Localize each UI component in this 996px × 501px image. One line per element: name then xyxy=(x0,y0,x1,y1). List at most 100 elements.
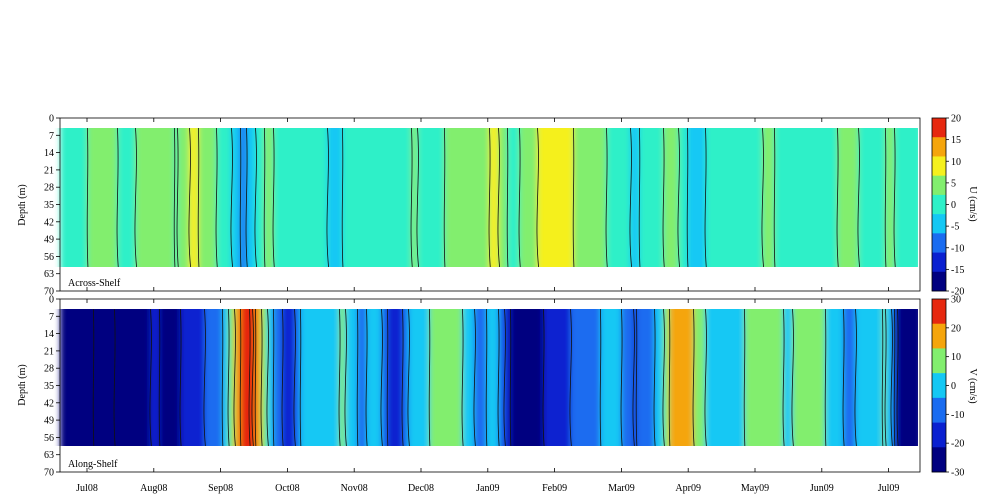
field-slice xyxy=(246,128,250,267)
x-tick-label: Apr09 xyxy=(675,483,701,494)
field-slice xyxy=(579,309,583,446)
field-slice xyxy=(219,309,223,446)
y-tick-label: 0 xyxy=(49,114,54,125)
field-slice xyxy=(690,128,694,267)
contour-line xyxy=(761,128,765,267)
field-slice xyxy=(210,128,214,267)
field-slice xyxy=(501,128,505,267)
field-slice xyxy=(528,309,532,446)
contour-line xyxy=(620,309,623,446)
field-slice xyxy=(159,309,163,446)
field-slice xyxy=(396,309,400,446)
field-slice xyxy=(285,309,289,446)
field-slice xyxy=(732,309,736,446)
field-slice xyxy=(147,128,151,267)
contour-line xyxy=(179,309,182,446)
contour-line xyxy=(188,128,192,267)
field-slice xyxy=(495,309,499,446)
field-slice xyxy=(903,128,907,267)
field-slice xyxy=(405,309,409,446)
field-slice xyxy=(357,309,361,446)
field-slice xyxy=(759,309,763,446)
field-slice xyxy=(288,309,292,446)
field-slice xyxy=(810,309,814,446)
y-tick-label: 28 xyxy=(44,183,54,194)
field-slice xyxy=(351,309,355,446)
field-slice xyxy=(600,309,604,446)
x-tick-label: May09 xyxy=(741,483,769,494)
field-slice xyxy=(240,309,244,446)
field-slice xyxy=(519,309,523,446)
field-slice xyxy=(231,309,235,446)
field-slice xyxy=(294,309,298,446)
field-slice xyxy=(807,128,811,267)
contour-line xyxy=(896,309,899,446)
field-slice xyxy=(831,128,835,267)
field-slice xyxy=(375,309,379,446)
field-slice xyxy=(366,309,370,446)
field-slice xyxy=(603,309,607,446)
field-slice xyxy=(873,309,877,446)
field-slice xyxy=(354,309,358,446)
field-slice xyxy=(486,128,490,267)
field-slice xyxy=(852,128,856,267)
field-slice xyxy=(900,128,904,267)
field-slice xyxy=(222,128,226,267)
field-slice xyxy=(804,309,808,446)
across-shelf-field xyxy=(60,128,918,267)
field-slice xyxy=(393,128,397,267)
field-slice xyxy=(303,309,307,446)
contour-line xyxy=(260,309,263,446)
field-slice xyxy=(489,309,493,446)
field-slice xyxy=(393,309,397,446)
field-slice xyxy=(627,128,631,267)
contour-line xyxy=(113,309,116,446)
field-slice xyxy=(897,309,901,446)
field-slice xyxy=(150,309,154,446)
x-tick-label: Jan09 xyxy=(476,483,499,494)
contour-line xyxy=(662,309,665,446)
field-slice xyxy=(453,128,457,267)
field-slice xyxy=(507,128,511,267)
field-slice xyxy=(492,128,496,267)
field-slice xyxy=(486,309,490,446)
field-slice xyxy=(147,309,151,446)
field-slice xyxy=(471,128,475,267)
field-slice xyxy=(912,128,916,267)
field-slice xyxy=(348,128,352,267)
field-slice xyxy=(783,128,787,267)
field-slice xyxy=(582,128,586,267)
field-slice xyxy=(204,128,208,267)
field-slice xyxy=(495,128,499,267)
field-slice xyxy=(522,309,526,446)
field-slice xyxy=(717,309,721,446)
contour-line xyxy=(221,309,224,446)
field-slice xyxy=(585,128,589,267)
contour-line xyxy=(599,309,602,446)
field-slice xyxy=(414,128,418,267)
contour-line xyxy=(836,128,839,267)
contour-line xyxy=(704,309,707,446)
field-slice xyxy=(480,309,484,446)
field-slice xyxy=(594,128,598,267)
y-tick-label: 0 xyxy=(49,295,54,306)
contour-line xyxy=(473,309,476,446)
contour-line xyxy=(266,309,269,446)
y-tick-label: 7 xyxy=(49,312,54,323)
contour-line xyxy=(692,309,695,446)
field-slice xyxy=(636,128,640,267)
along-shelf-colorbar-label: V (cm/s) xyxy=(967,368,978,403)
contour-line xyxy=(158,309,161,446)
field-slice xyxy=(909,309,913,446)
field-slice xyxy=(87,128,91,267)
colorbar-tick-label: 0 xyxy=(951,200,956,211)
field-slice xyxy=(729,128,733,267)
field-slice xyxy=(711,128,715,267)
field-slice xyxy=(273,309,277,446)
field-slice xyxy=(540,128,544,267)
field-slice xyxy=(819,309,823,446)
field-slice xyxy=(756,309,760,446)
field-slice xyxy=(249,128,253,267)
field-slice xyxy=(906,128,910,267)
x-tick-label: Jun09 xyxy=(810,483,834,494)
